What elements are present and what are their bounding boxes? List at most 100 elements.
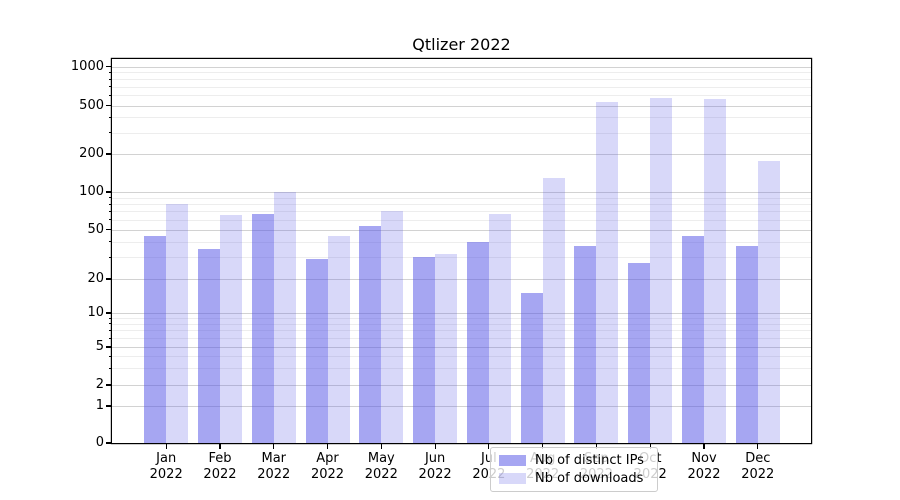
gridline-y-minor-6 [112,338,811,340]
y-minor-tick-80 [109,203,112,205]
y-tick-label-5: 5 [95,339,104,354]
bar-distinct-ips-dec [735,245,758,443]
x-tick-jul [488,444,490,449]
gridline-y-10 [112,313,811,314]
bar-downloads-jan [166,204,189,443]
y-tick-1 [106,405,112,407]
x-tick-label-jun: Jun 2022 [403,451,467,483]
y-minor-tick-70 [109,210,112,212]
y-tick-label-2: 2 [95,377,104,392]
y-tick-label-50: 50 [87,221,104,237]
bar-downloads-jul [488,213,511,443]
legend-swatch-downloads [499,473,526,484]
gridline-y-20 [112,279,811,280]
gridline-y-minor-4 [112,356,811,358]
x-tick-label-may: May 2022 [349,451,413,483]
x-tick-dec [757,444,759,449]
bar-distinct-ips-may [359,226,382,443]
x-tick-oct [649,444,651,449]
x-tick-label-mar: Mar 2022 [242,451,306,483]
gridline-y-minor-80 [112,204,811,206]
bar-distinct-ips-apr [305,258,328,443]
x-tick-label-year-mar: 2022 [257,467,291,482]
y-minor-tick-7 [109,329,112,331]
gridline-y-minor-300 [112,132,811,134]
x-tick-label-year-jan: 2022 [149,467,183,482]
y-tick-label-200: 200 [79,146,104,161]
y-tick-1000 [106,65,112,68]
gridline-y-minor-70 [112,211,811,213]
bar-distinct-ips-oct [628,262,651,443]
gridline-y-1000 [112,66,811,68]
gridline-y-minor-90 [112,197,811,199]
gridline-y-minor-3 [112,368,811,370]
gridline-y-500 [112,105,811,107]
y-minor-tick-800 [109,78,112,80]
x-tick-feb [219,444,221,449]
gridline-y-minor-7 [112,330,811,332]
y-tick-0 [106,442,112,444]
x-tick-may [380,444,382,449]
y-minor-tick-600 [109,94,112,96]
y-minor-tick-300 [109,132,112,134]
y-tick-200 [106,153,112,155]
y-minor-tick-8 [109,323,112,325]
bar-distinct-ips-nov [682,236,704,443]
gridline-y-minor-900 [112,72,811,74]
bar-distinct-ips-feb [197,248,220,443]
x-tick-apr [326,444,329,449]
gridline-y-100 [112,192,811,193]
bar-downloads-apr [327,236,350,443]
x-tick-label-year-jun: 2022 [418,467,452,482]
gridline-y-minor-60 [112,219,811,221]
bar-downloads-mar [273,192,296,443]
gridline-y-minor-9 [112,318,811,320]
bar-downloads-feb [219,215,242,443]
x-tick-sep [595,444,598,449]
bar-downloads-oct [650,98,673,443]
legend-swatch-distinct-ips [499,455,526,466]
bar-downloads-sep [596,102,619,443]
gridline-y-minor-700 [112,86,811,88]
x-tick-nov [703,444,705,449]
y-minor-tick-6 [109,337,112,339]
legend-label-distinct-ips: Nb of distinct IPs [535,453,644,468]
y-minor-tick-60 [109,219,112,221]
x-tick-label-jan: Jan 2022 [134,451,198,483]
legend-entry-downloads: Nb of downloads [499,471,649,486]
gridline-y-5 [112,347,811,348]
bar-distinct-ips-mar [251,213,274,443]
x-tick-label-dec: Dec 2022 [726,451,790,483]
y-tick-5 [106,346,112,348]
y-minor-tick-9 [109,317,112,319]
y-minor-tick-400 [109,116,112,118]
x-tick-label-feb: Feb 2022 [188,451,252,483]
bar-distinct-ips-jul [466,241,489,443]
legend-entry-distinct-ips: Nb of distinct IPs [499,453,649,468]
x-tick-label-year-feb: 2022 [203,467,237,482]
plot-area: Nb of distinct IPs Nb of downloads [112,59,811,492]
x-tick-mar [273,444,275,449]
y-tick-label-1000: 1000 [70,58,104,74]
y-minor-tick-4 [109,355,112,357]
gridline-y-minor-800 [112,79,811,81]
y-minor-tick-30 [109,256,112,258]
bar-downloads-dec [757,161,780,443]
gridline-y-200 [112,154,811,155]
y-tick-10 [106,312,112,314]
gridline-y-2 [112,385,811,386]
y-tick-100 [106,191,112,193]
y-tick-label-10: 10 [87,305,104,320]
gridline-y-minor-400 [112,117,811,119]
chart-title: Qtlizer 2022 [412,35,511,54]
bar-distinct-ips-jun [413,257,436,443]
y-tick-20 [106,278,112,280]
y-minor-tick-3 [109,367,112,369]
y-tick-label-500: 500 [79,97,104,113]
y-tick-500 [106,104,112,107]
bar-downloads-aug [542,177,565,443]
y-tick-label-1: 1 [95,398,104,413]
y-minor-tick-40 [109,241,112,243]
x-tick-jan [165,444,167,449]
